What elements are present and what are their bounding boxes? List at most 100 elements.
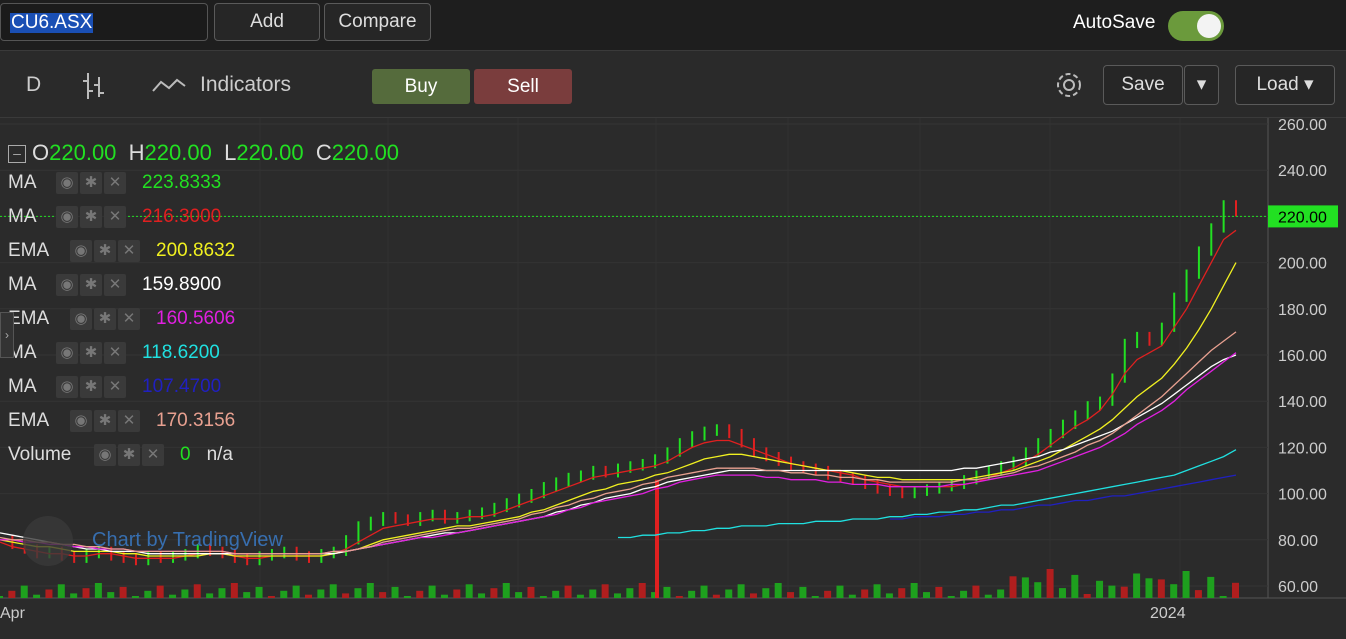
indicator-name: MA bbox=[8, 206, 37, 228]
volume-bar bbox=[1071, 574, 1079, 598]
x-tick-label: Apr bbox=[0, 605, 26, 622]
indicator-name: EMA bbox=[8, 240, 50, 262]
volume-bar bbox=[230, 583, 238, 598]
gear-icon[interactable]: ✱ bbox=[80, 274, 102, 296]
candle-type-icon[interactable] bbox=[80, 71, 106, 101]
volume-bar bbox=[861, 589, 869, 598]
top-bar: CU6.ASX Add Compare AutoSave bbox=[0, 0, 1346, 51]
close-icon[interactable]: ✕ bbox=[142, 444, 164, 466]
gear-icon[interactable]: ✱ bbox=[118, 444, 140, 466]
volume-bar bbox=[1157, 579, 1165, 598]
indicator-value: 200.8632 bbox=[156, 240, 236, 262]
last-price-tag bbox=[1268, 205, 1338, 228]
close-icon[interactable]: ✕ bbox=[104, 206, 126, 228]
indicator-value: 170.3156 bbox=[156, 410, 236, 432]
buy-button[interactable]: Buy bbox=[372, 69, 470, 104]
volume-bar bbox=[885, 593, 893, 598]
sell-button[interactable]: Sell bbox=[474, 69, 572, 104]
volume-bar bbox=[527, 586, 535, 598]
volume-bar bbox=[478, 593, 486, 598]
eye-icon[interactable]: ◉ bbox=[56, 342, 78, 364]
volume-bar bbox=[206, 593, 214, 598]
close-icon[interactable]: ✕ bbox=[118, 308, 140, 330]
indicators-button[interactable]: Indicators bbox=[200, 73, 292, 96]
close-icon[interactable]: ✕ bbox=[104, 172, 126, 194]
volume-bar bbox=[119, 586, 127, 598]
volume-bar bbox=[749, 593, 757, 598]
volume-bar bbox=[1096, 580, 1104, 598]
volume-bar bbox=[94, 583, 102, 598]
close-icon[interactable]: ✕ bbox=[118, 410, 140, 432]
volume-bar bbox=[243, 592, 251, 598]
volume-bar bbox=[440, 594, 448, 598]
volume-bar bbox=[725, 589, 733, 598]
volume-bar bbox=[1182, 571, 1190, 598]
indicator-name: MA bbox=[8, 274, 37, 296]
gear-icon[interactable]: ✱ bbox=[94, 308, 116, 330]
gear-icon[interactable]: ✱ bbox=[80, 172, 102, 194]
ohlc-legend: – O220.00 H220.00 L220.00 C220.00 bbox=[8, 140, 399, 166]
volume-bar bbox=[20, 585, 28, 598]
close-icon[interactable]: ✕ bbox=[104, 376, 126, 398]
settings-gear-icon[interactable] bbox=[1052, 68, 1086, 102]
close-icon[interactable]: ✕ bbox=[104, 342, 126, 364]
volume-bar bbox=[1108, 585, 1116, 598]
volume-bar bbox=[663, 586, 671, 598]
save-dropdown-button[interactable]: ▾ bbox=[1184, 65, 1219, 105]
eye-icon[interactable]: ◉ bbox=[56, 206, 78, 228]
load-button[interactable]: Load ▾ bbox=[1235, 65, 1335, 105]
volume-bar bbox=[1021, 577, 1029, 598]
tradingview-logo bbox=[23, 516, 73, 566]
eye-icon[interactable]: ◉ bbox=[56, 376, 78, 398]
volume-bar bbox=[614, 593, 621, 598]
volume-bar bbox=[403, 596, 411, 598]
collapse-icon[interactable]: – bbox=[8, 145, 26, 164]
gear-icon[interactable]: ✱ bbox=[80, 342, 102, 364]
interval-button[interactable]: D bbox=[26, 73, 42, 96]
eye-icon[interactable]: ◉ bbox=[70, 410, 92, 432]
volume-bar bbox=[688, 590, 696, 598]
chart-area[interactable]: 260.00 240.00 220.00 200.00 180.00 160.00 140.… bbox=[0, 118, 1346, 639]
volume-bar bbox=[799, 586, 807, 598]
indicators-icon[interactable] bbox=[152, 77, 186, 93]
volume-bar bbox=[366, 583, 374, 598]
sidebar-expand-handle[interactable]: › bbox=[0, 312, 14, 358]
volume-bar bbox=[836, 585, 844, 598]
compare-button[interactable]: Compare bbox=[324, 3, 431, 41]
add-button[interactable]: Add bbox=[214, 3, 320, 41]
volume-bar bbox=[984, 594, 992, 598]
low-value: 220.00 bbox=[236, 140, 304, 165]
high-value: 220.00 bbox=[144, 140, 212, 165]
volume-bar bbox=[737, 584, 745, 598]
close-icon[interactable]: ✕ bbox=[118, 240, 140, 262]
eye-icon[interactable]: ◉ bbox=[70, 308, 92, 330]
gear-icon[interactable]: ✱ bbox=[80, 376, 102, 398]
eye-icon[interactable]: ◉ bbox=[94, 444, 116, 466]
gear-icon[interactable]: ✱ bbox=[94, 240, 116, 262]
save-button[interactable]: Save bbox=[1103, 65, 1183, 105]
eye-icon[interactable]: ◉ bbox=[56, 172, 78, 194]
price-chart[interactable]: 260.00 240.00 220.00 200.00 180.00 160.00 140.… bbox=[0, 118, 1346, 639]
volume-row: Volume ◉ ✱ ✕ 0 n/a bbox=[8, 444, 233, 466]
eye-icon[interactable]: ◉ bbox=[56, 274, 78, 296]
volume-bar bbox=[923, 592, 930, 598]
eye-icon[interactable]: ◉ bbox=[70, 240, 92, 262]
indicator-value: 159.8900 bbox=[142, 274, 222, 296]
symbol-input[interactable]: CU6.ASX bbox=[0, 3, 208, 41]
gear-icon[interactable]: ✱ bbox=[80, 206, 102, 228]
symbol-text: CU6.ASX bbox=[10, 12, 94, 33]
x-tick-label: 2024 bbox=[1150, 605, 1186, 622]
gear-icon[interactable]: ✱ bbox=[94, 410, 116, 432]
indicator-row: EMA ◉ ✱ ✕ 160.5606 bbox=[8, 308, 235, 330]
indicator-value: 118.6200 bbox=[142, 342, 220, 364]
toggle-knob bbox=[1197, 14, 1221, 38]
volume-bar bbox=[960, 590, 968, 598]
volume-bar bbox=[601, 584, 609, 598]
ma-line bbox=[0, 331, 1237, 555]
indicator-name: MA bbox=[8, 376, 37, 398]
autosave-toggle[interactable] bbox=[1168, 11, 1224, 41]
volume-bar bbox=[8, 590, 16, 598]
y-tick-label: 100.00 bbox=[1278, 487, 1327, 504]
volume-bar bbox=[898, 588, 906, 598]
close-icon[interactable]: ✕ bbox=[104, 274, 126, 296]
